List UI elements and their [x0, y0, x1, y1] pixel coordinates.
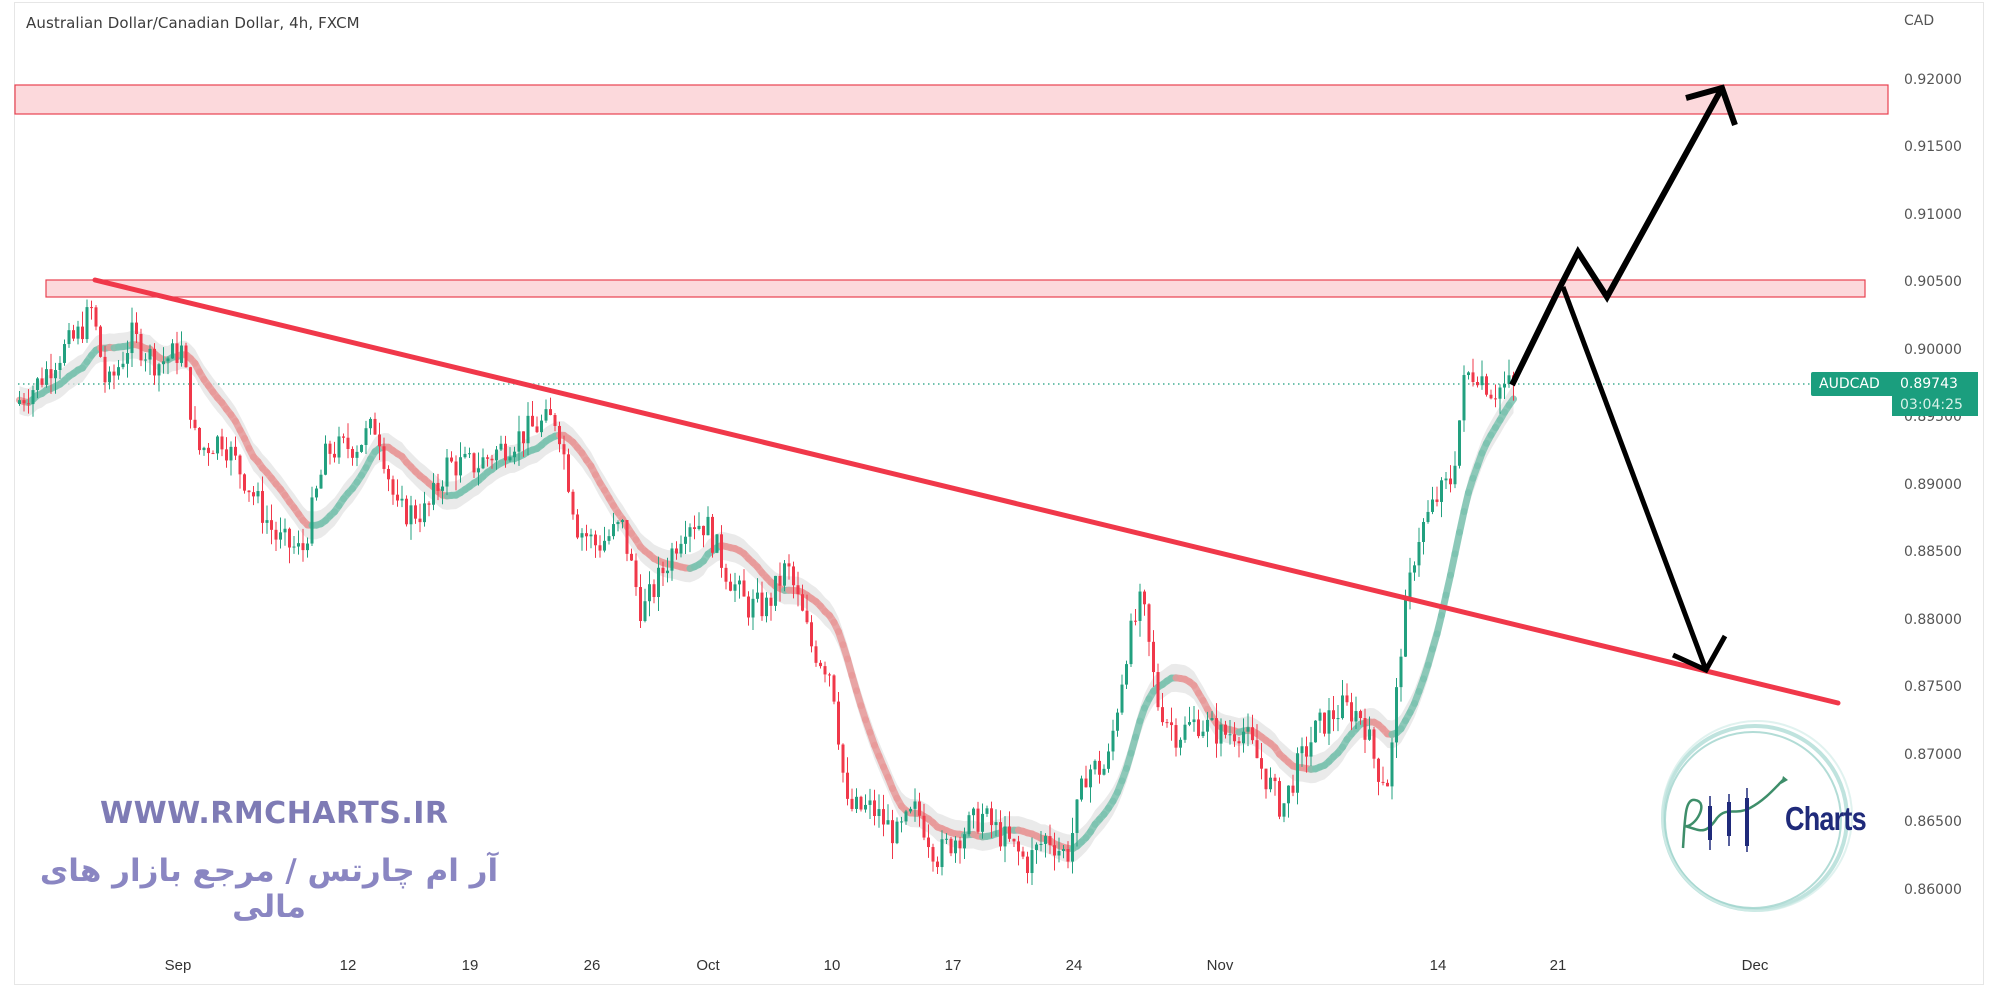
- zones-layer: [14, 84, 1889, 298]
- time-axis-label: 17: [944, 957, 962, 974]
- time-axis-label: 14: [1429, 957, 1447, 974]
- bearish-arrowhead-icon[interactable]: [1671, 634, 1728, 674]
- watermark-url: WWW.RMCHARTS.IR: [100, 796, 449, 831]
- candles-layer: [18, 299, 1515, 885]
- bearish-projection-arrow[interactable]: [1560, 286, 1709, 671]
- chart-title: Australian Dollar/Canadian Dollar, 4h, F…: [26, 14, 360, 32]
- watermark-persian-text: آر ام چارتس / مرجع بازار های مالی: [39, 853, 499, 925]
- price-axis-label: 0.92000: [1904, 72, 1962, 88]
- time-axis-label: 10: [823, 957, 841, 974]
- time-axis-label: Dec: [1741, 957, 1769, 974]
- projection-arrows[interactable]: [1509, 84, 1738, 674]
- bar-countdown-badge: 03:04:25: [1892, 396, 1978, 416]
- upper-resistance-zone[interactable]: [14, 84, 1889, 115]
- price-axis-label: 0.89000: [1904, 477, 1962, 493]
- bullish-arrowhead-icon[interactable]: [1685, 84, 1738, 126]
- price-axis-label: 0.86000: [1904, 882, 1962, 898]
- price-axis-label: 0.87000: [1904, 747, 1962, 763]
- price-axis-label: 0.88000: [1904, 612, 1962, 628]
- price-axis-label: 0.90000: [1904, 342, 1962, 358]
- descending-trendline[interactable]: [92, 277, 1841, 706]
- time-axis-label: 12: [339, 957, 357, 974]
- price-axis-label: 0.91000: [1904, 207, 1962, 223]
- last-price-value-badge: 0.89743: [1892, 372, 1978, 396]
- price-axis-label: 0.86500: [1904, 814, 1962, 830]
- time-axis-label: Oct: [696, 957, 720, 974]
- time-axis-label: 24: [1065, 957, 1083, 974]
- price-axis-label: 0.87500: [1904, 679, 1962, 695]
- price-axis-label: 0.91500: [1904, 139, 1962, 155]
- time-axis-label: Nov: [1206, 957, 1234, 974]
- price-axis-label: 0.90500: [1904, 274, 1962, 290]
- bullish-projection-arrow[interactable]: [1509, 86, 1725, 387]
- time-axis-label: Sep: [164, 957, 192, 974]
- last-price-symbol-badge: AUDCAD: [1811, 372, 1894, 396]
- price-axis-label: 0.88500: [1904, 544, 1962, 560]
- middle-resistance-zone[interactable]: [45, 279, 1866, 298]
- rmcharts-logo-icon: [1661, 720, 1853, 912]
- currency-label: CAD: [1904, 13, 1935, 29]
- time-axis-label: 26: [583, 957, 601, 974]
- time-axis-label: 19: [461, 957, 479, 974]
- logo-charts-text: Charts: [1785, 800, 1867, 837]
- time-axis-label: 21: [1549, 957, 1567, 974]
